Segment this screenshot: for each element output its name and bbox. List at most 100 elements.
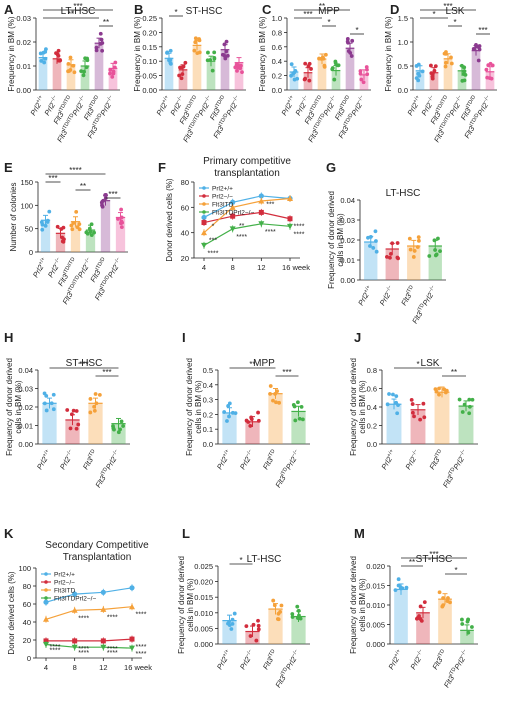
data-point: [484, 67, 489, 72]
category-label-gene: Flt3: [441, 473, 455, 489]
category-label-sup: ITD: [100, 466, 110, 477]
data-point: [258, 198, 265, 204]
category-label-sup: ITD/ITD: [435, 94, 449, 113]
data-point: [488, 61, 493, 66]
panel-c: C 0.0 0.2 0.4 0.6 0.8 1.0 Frequency in BM (%) MP…: [258, 2, 371, 144]
bar: [100, 200, 111, 252]
bar: [42, 403, 57, 444]
category-label-sup: −/−: [410, 449, 419, 459]
panel-g: G 0.00 0.01 0.02 0.03 0.04 Frequency of donor …: [326, 160, 446, 325]
category-label-gene: Prl2: [284, 654, 299, 671]
data-point: [333, 61, 338, 66]
y-tick-label: 100: [18, 564, 31, 573]
y-tick-label: 0.01: [18, 422, 33, 431]
category-label-gene: Flt3: [336, 124, 350, 140]
category-label-sup: −/−: [245, 449, 254, 459]
legend-marker: [44, 596, 48, 600]
data-point: [434, 252, 439, 257]
data-point: [205, 58, 210, 63]
data-point: [111, 69, 116, 74]
y-axis-label: cells in BM (%): [14, 380, 23, 434]
y-tick-label: 1.0: [398, 38, 408, 47]
category-label-gene: Prl2: [31, 262, 46, 279]
significance-label: **: [409, 558, 415, 567]
data-point: [192, 48, 197, 53]
data-point: [438, 249, 442, 254]
data-point: [71, 408, 76, 413]
data-point: [287, 223, 293, 230]
data-point: [290, 615, 295, 619]
data-point: [476, 58, 481, 63]
y-tick-label: 0: [27, 654, 31, 663]
data-point: [287, 216, 293, 222]
category-label-gene: Flt3: [61, 290, 75, 306]
y-tick-label: 0.005: [366, 621, 385, 630]
data-point: [309, 67, 313, 71]
data-point: [119, 419, 124, 424]
chart-title: LT-HSC: [247, 554, 282, 565]
data-point: [71, 644, 78, 651]
category-label-gene: Flt3: [410, 309, 424, 325]
significance-label: **: [319, 2, 325, 11]
data-point: [258, 193, 264, 199]
data-point: [466, 630, 471, 635]
data-point: [43, 49, 48, 54]
category-label: Flt3ITDPrl2−/−: [273, 449, 302, 490]
category-label-gene: Prl2: [451, 454, 466, 471]
data-point: [437, 392, 441, 397]
category-label-sup: −/−: [426, 95, 435, 105]
y-tick-label: 0.0: [367, 440, 377, 449]
data-point: [101, 198, 106, 203]
panel-letter: L: [182, 526, 190, 541]
data-point: [129, 645, 135, 652]
bar: [407, 246, 421, 280]
data-point: [40, 227, 45, 232]
y-tick-label: 0.4: [203, 381, 213, 390]
data-point: [43, 599, 49, 605]
data-point: [271, 398, 275, 403]
data-point: [212, 50, 217, 55]
category-label-sup: −/−: [49, 95, 58, 105]
data-point: [121, 424, 126, 428]
significance-label: ****: [78, 615, 89, 622]
data-point: [94, 401, 99, 406]
category-label-gene: Prl2: [238, 654, 253, 671]
data-point: [429, 63, 433, 68]
data-point: [462, 402, 467, 407]
data-point: [108, 71, 112, 76]
data-point: [387, 392, 391, 396]
data-point: [84, 230, 89, 235]
data-point: [258, 221, 265, 227]
data-point: [60, 235, 65, 240]
data-point: [99, 37, 104, 42]
data-point: [195, 51, 200, 56]
significance-label: *: [454, 566, 457, 575]
bar: [192, 45, 202, 90]
data-point: [443, 64, 448, 69]
data-point: [183, 60, 188, 65]
data-point: [349, 54, 354, 58]
data-point: [364, 65, 369, 69]
category-label-sup: ITD: [267, 448, 277, 459]
data-point: [404, 585, 409, 590]
data-point: [457, 397, 462, 402]
data-point: [287, 195, 293, 201]
y-tick-label: 0.02: [18, 403, 33, 412]
y-tick-label: 0.015: [194, 593, 213, 602]
bar: [80, 66, 90, 90]
chart-title: LT-HSC: [61, 6, 96, 17]
category-label-sup: −/−: [427, 285, 436, 295]
data-point: [129, 636, 135, 642]
y-tick-label: 0.4: [272, 57, 282, 66]
significance-label: ***: [429, 550, 438, 559]
significance-label: ****: [136, 651, 147, 658]
category-label-sup: ITD/D: [465, 94, 477, 109]
data-point: [421, 401, 426, 406]
bar: [438, 599, 452, 644]
data-point: [168, 57, 173, 62]
x-tick-label: 8: [231, 263, 235, 272]
data-point: [177, 73, 182, 78]
data-point: [108, 67, 113, 72]
panel-letter: A: [4, 2, 14, 17]
y-axis-label: Frequency of donor derived: [327, 191, 336, 289]
